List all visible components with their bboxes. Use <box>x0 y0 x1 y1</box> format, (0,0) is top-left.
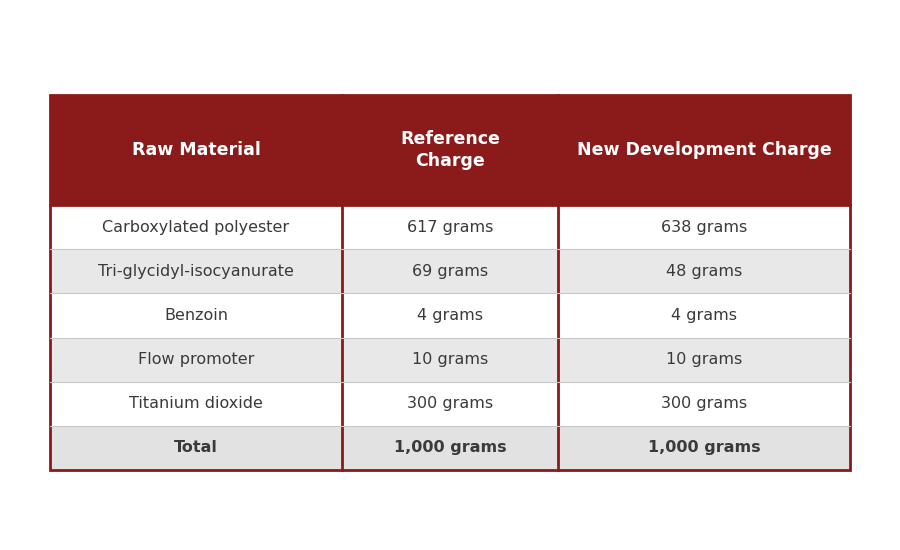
Bar <box>342 205 558 249</box>
Text: 617 grams: 617 grams <box>407 219 493 235</box>
Bar <box>50 95 850 470</box>
Text: 638 grams: 638 grams <box>661 219 747 235</box>
Text: Reference
Charge: Reference Charge <box>400 130 500 170</box>
Bar <box>342 382 558 426</box>
Bar <box>342 426 558 470</box>
Text: Raw Material: Raw Material <box>131 141 260 159</box>
Bar <box>342 293 558 338</box>
Text: Titanium dioxide: Titanium dioxide <box>129 396 263 411</box>
Bar <box>50 293 342 338</box>
Bar <box>50 95 342 205</box>
Bar <box>50 382 342 426</box>
Text: Tri-glycidyl-isocyanurate: Tri-glycidyl-isocyanurate <box>98 264 294 279</box>
Text: 300 grams: 300 grams <box>661 396 747 411</box>
Text: 4 grams: 4 grams <box>671 308 737 323</box>
Bar <box>50 338 342 382</box>
Text: 1,000 grams: 1,000 grams <box>648 441 760 455</box>
Bar <box>50 426 342 470</box>
Bar <box>50 249 342 293</box>
Bar <box>558 293 850 338</box>
Bar <box>558 426 850 470</box>
Text: Carboxylated polyester: Carboxylated polyester <box>103 219 290 235</box>
Bar <box>50 205 342 249</box>
Text: 69 grams: 69 grams <box>412 264 488 279</box>
Text: 300 grams: 300 grams <box>407 396 493 411</box>
Bar <box>558 338 850 382</box>
Text: Total: Total <box>174 441 218 455</box>
Bar <box>342 338 558 382</box>
Text: Flow promoter: Flow promoter <box>138 352 254 367</box>
Bar <box>558 205 850 249</box>
Bar <box>342 95 558 205</box>
Text: 4 grams: 4 grams <box>417 308 483 323</box>
Text: Benzoin: Benzoin <box>164 308 228 323</box>
Text: 1,000 grams: 1,000 grams <box>393 441 507 455</box>
Bar <box>558 95 850 205</box>
Text: New Development Charge: New Development Charge <box>577 141 832 159</box>
Text: 10 grams: 10 grams <box>412 352 488 367</box>
Text: 48 grams: 48 grams <box>666 264 742 279</box>
Bar <box>342 249 558 293</box>
Bar <box>558 249 850 293</box>
Bar <box>558 382 850 426</box>
Text: 10 grams: 10 grams <box>666 352 742 367</box>
